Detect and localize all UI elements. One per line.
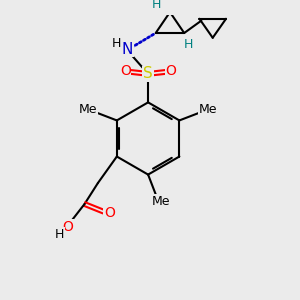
Text: O: O [62, 220, 73, 234]
Text: H: H [55, 228, 64, 241]
Text: Me: Me [199, 103, 217, 116]
Text: H: H [112, 37, 122, 50]
Text: S: S [143, 66, 153, 81]
Text: H: H [152, 0, 161, 11]
Text: O: O [104, 206, 115, 220]
Text: O: O [120, 64, 131, 78]
Text: Me: Me [79, 103, 98, 116]
Text: Me: Me [152, 195, 171, 208]
Text: H: H [183, 38, 193, 51]
Text: O: O [166, 64, 176, 78]
Text: N: N [122, 42, 133, 57]
